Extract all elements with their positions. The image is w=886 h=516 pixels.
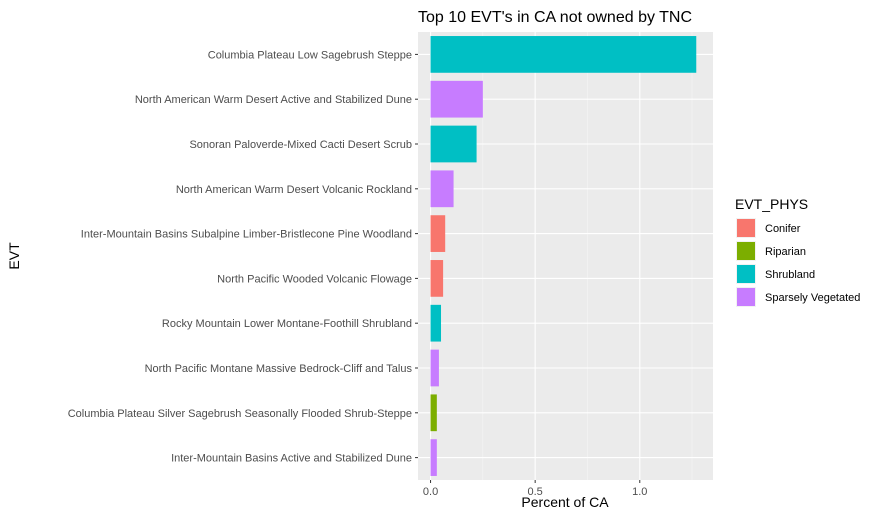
y-tick-label: Rocky Mountain Lower Montane-Foothill Sh… (162, 318, 412, 330)
legend-label: Riparian (765, 246, 806, 258)
bar (430, 260, 444, 297)
bar (430, 439, 437, 476)
y-tick-label: Sonoran Paloverde-Mixed Cacti Desert Scr… (189, 139, 412, 151)
legend-label: Sparsely Vegetated (765, 292, 860, 304)
legend-key (737, 242, 755, 260)
x-tick-label: 0.0 (423, 486, 438, 498)
y-tick-label: North American Warm Desert Volcanic Rock… (176, 184, 412, 196)
x-tick-label: 1.0 (632, 486, 647, 498)
legend-key (737, 219, 755, 237)
x-tick-label: 0.5 (528, 486, 543, 498)
y-tick-label: North Pacific Wooded Volcanic Flowage (217, 273, 412, 285)
y-tick-label: Inter-Mountain Basins Active and Stabili… (171, 453, 412, 465)
y-tick-label: Inter-Mountain Basins Subalpine Limber-B… (81, 229, 412, 241)
bar (430, 394, 437, 432)
grid-lines (418, 32, 713, 480)
legend-key (737, 288, 755, 306)
y-tick-label: North Pacific Montane Massive Bedrock-Cl… (145, 363, 413, 375)
y-tick-label: North American Warm Desert Active and St… (135, 94, 412, 106)
legend-label: Shrubland (765, 269, 815, 281)
bar (430, 125, 477, 163)
legend-title: EVT_PHYS (735, 196, 808, 212)
y-axis-title: EVT (6, 242, 22, 270)
legend: EVT_PHYS Conifer Riparian Shrubland Sparsel… (735, 196, 860, 307)
bar (430, 80, 483, 118)
y-tick-label: Columbia Plateau Silver Sagebrush Season… (68, 408, 412, 420)
bar (430, 170, 454, 208)
bar (430, 349, 439, 387)
bars (430, 36, 697, 476)
legend-key (737, 265, 755, 283)
bar (430, 36, 697, 73)
bar (430, 215, 446, 252)
y-axis-ticks: Inter-Mountain Basins Active and Stabili… (68, 49, 418, 465)
chart-title: Top 10 EVT's in CA not owned by TNC (418, 9, 692, 26)
x-axis-ticks: 0.0 0.5 1.0 (423, 480, 647, 498)
legend-label: Conifer (765, 223, 801, 235)
bar (430, 304, 442, 342)
x-axis-title: Percent of CA (521, 494, 609, 510)
y-tick-label: Columbia Plateau Low Sagebrush Steppe (208, 49, 412, 61)
